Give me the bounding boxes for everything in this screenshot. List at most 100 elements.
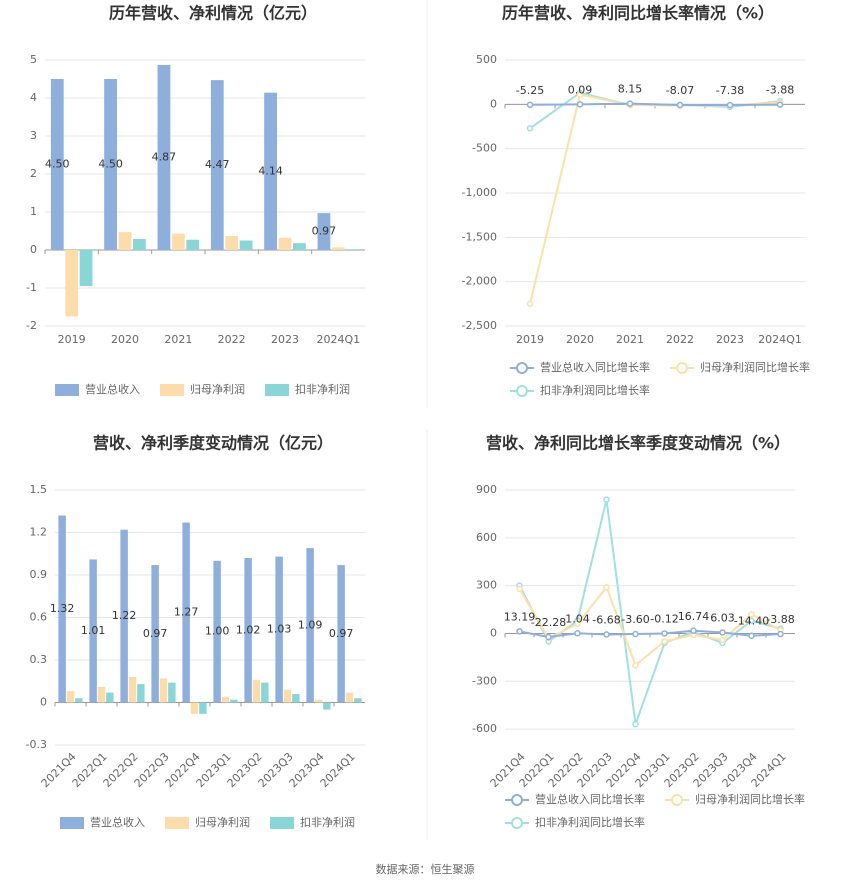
y-tick-label: -2,000 bbox=[462, 275, 497, 288]
y-tick-label: 5 bbox=[30, 53, 37, 66]
bar bbox=[118, 232, 132, 250]
bar bbox=[230, 699, 238, 703]
data-label: 4.50 bbox=[98, 158, 123, 171]
bar bbox=[182, 522, 190, 703]
point bbox=[661, 630, 668, 637]
legend-swatch bbox=[265, 384, 289, 396]
data-label: 1.00 bbox=[205, 625, 230, 638]
bar bbox=[213, 560, 221, 703]
x-tick-label: 2024Q1 bbox=[317, 333, 361, 346]
bar bbox=[317, 213, 331, 250]
bar bbox=[354, 698, 362, 703]
line bbox=[519, 629, 781, 639]
data-label: 6.03 bbox=[710, 611, 735, 624]
bar bbox=[186, 239, 200, 250]
y-tick-label: 0.6 bbox=[30, 611, 48, 624]
data-label: 1.04 bbox=[565, 612, 590, 625]
x-tick-label: 2023 bbox=[271, 333, 299, 346]
point bbox=[661, 638, 668, 645]
legend-swatch bbox=[165, 817, 189, 829]
x-tick-label: 2021 bbox=[616, 333, 644, 346]
y-tick-label: 300 bbox=[476, 579, 497, 592]
point bbox=[776, 101, 784, 108]
y-tick-label: 0 bbox=[490, 626, 497, 639]
bar bbox=[65, 250, 79, 317]
y-tick-label: 3 bbox=[30, 129, 37, 142]
x-tick-label: 2020 bbox=[566, 333, 594, 346]
y-tick-label: -1,000 bbox=[462, 186, 497, 199]
bar bbox=[199, 702, 207, 714]
bar bbox=[104, 79, 117, 250]
data-label: 4.47 bbox=[205, 158, 230, 171]
legend-label: 营业总收入 bbox=[85, 382, 140, 396]
x-tick-label: 2020 bbox=[111, 333, 139, 346]
point bbox=[545, 633, 552, 641]
y-tick-label: -600 bbox=[472, 722, 497, 735]
bar bbox=[306, 548, 314, 703]
footer: 数据来源：恒生聚源 bbox=[376, 862, 475, 876]
legend-point bbox=[516, 385, 528, 397]
data-label: -7.38 bbox=[716, 84, 744, 97]
chart-title: 历年营收、净利情况（亿元） bbox=[109, 4, 317, 23]
bar bbox=[244, 558, 252, 703]
bar bbox=[75, 698, 83, 703]
bar bbox=[50, 79, 64, 250]
data-label: 1.01 bbox=[81, 624, 106, 637]
bar bbox=[89, 559, 97, 703]
point bbox=[526, 101, 534, 109]
point bbox=[603, 496, 610, 503]
bar bbox=[66, 691, 75, 703]
bar bbox=[239, 240, 253, 250]
line bbox=[529, 102, 781, 107]
legend-label: 营业总收入 bbox=[90, 815, 145, 829]
point bbox=[690, 627, 697, 635]
legend-swatch bbox=[160, 384, 184, 396]
legend-swatch bbox=[270, 817, 294, 829]
legend-label: 归母净利润同比增长率 bbox=[700, 360, 810, 374]
bar bbox=[120, 529, 128, 703]
data-label: 1.03 bbox=[267, 623, 292, 636]
x-tick-label: 2024Q1 bbox=[758, 333, 802, 346]
y-tick-label: 500 bbox=[476, 53, 497, 66]
data-label: 0.97 bbox=[143, 627, 168, 640]
data-label: 4.87 bbox=[152, 150, 177, 163]
legend-label: 扣非净利润 bbox=[300, 815, 355, 829]
data-label: 0.97 bbox=[312, 225, 337, 238]
point bbox=[719, 629, 726, 636]
bar bbox=[133, 238, 146, 250]
bar bbox=[106, 692, 114, 703]
y-tick-label: 900 bbox=[476, 483, 497, 496]
x-tick-label: 2022 bbox=[666, 333, 694, 346]
y-tick-label: -0.3 bbox=[26, 738, 47, 751]
y-tick-label: 2 bbox=[30, 167, 37, 180]
bar bbox=[210, 80, 224, 250]
data-label: 1.22 bbox=[112, 609, 137, 622]
legend-point bbox=[511, 794, 523, 806]
data-label: 1.32 bbox=[50, 602, 75, 615]
y-tick-label: 1.5 bbox=[30, 483, 48, 496]
data-label: -5.25 bbox=[516, 84, 544, 97]
bar bbox=[292, 694, 300, 703]
legend-label: 扣非净利润同比增长率 bbox=[535, 815, 645, 829]
data-label: -8.07 bbox=[666, 84, 694, 97]
bar bbox=[151, 565, 159, 703]
legend-label: 营业总收入同比增长率 bbox=[535, 792, 645, 806]
bar bbox=[58, 515, 66, 703]
bar bbox=[261, 682, 269, 703]
legend-label: 归母净利润 bbox=[190, 382, 245, 396]
legend-point bbox=[676, 362, 688, 374]
y-tick-label: 1.2 bbox=[30, 526, 48, 539]
point bbox=[632, 662, 639, 669]
y-tick-label: 0 bbox=[490, 97, 497, 110]
legend-label: 扣非净利润同比增长率 bbox=[540, 383, 650, 397]
bar bbox=[97, 686, 106, 703]
bar bbox=[323, 702, 331, 710]
data-label: 0.97 bbox=[329, 627, 354, 640]
legend-swatch bbox=[55, 384, 79, 396]
legend-label: 营业总收入同比增长率 bbox=[540, 360, 650, 374]
bar bbox=[171, 233, 185, 250]
y-tick-label: 1 bbox=[30, 205, 37, 218]
data-label: -14.40 bbox=[734, 615, 769, 628]
y-tick-label: 0 bbox=[30, 243, 37, 256]
